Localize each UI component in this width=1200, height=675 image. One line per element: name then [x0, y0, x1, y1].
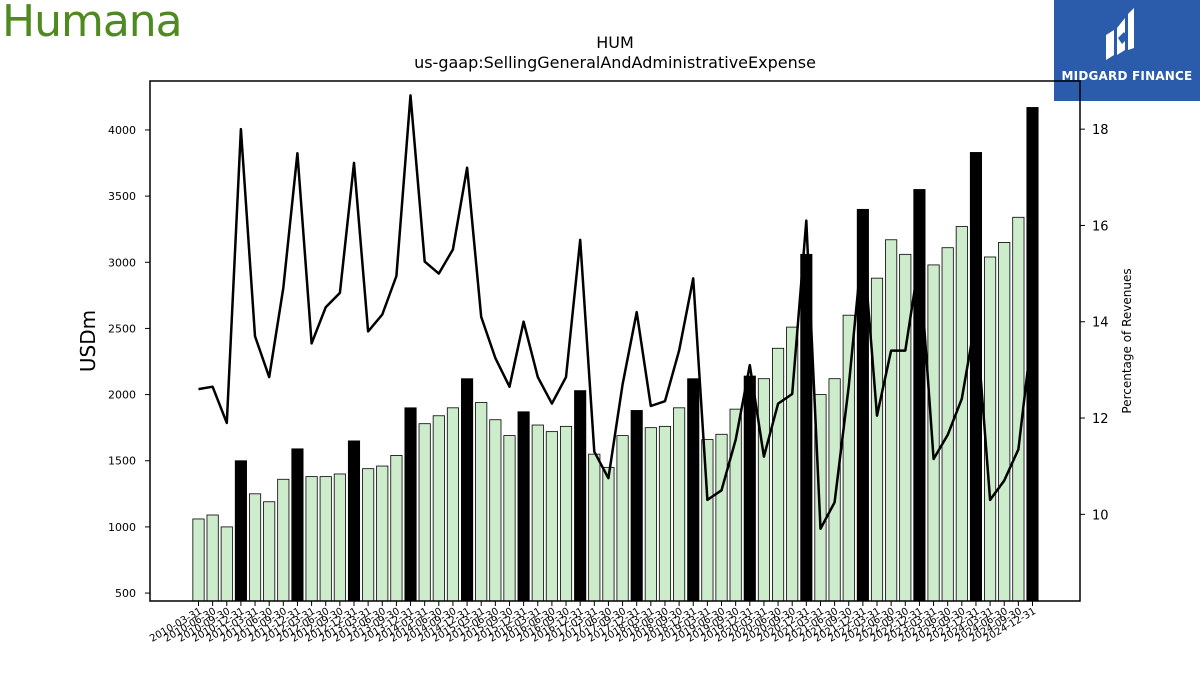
y-tick-label: 2000 [108, 389, 136, 402]
midgard-logo-icon [1106, 8, 1134, 60]
y-tick-label: 3500 [108, 190, 136, 203]
bar-2010-03-31 [192, 518, 205, 602]
bar-2023-09-30 [955, 226, 968, 602]
bar-2015-12-31 [517, 411, 530, 602]
bar-2011-12-31 [291, 448, 304, 602]
y-tick-label: 3000 [108, 256, 136, 269]
bar-2011-09-30 [277, 478, 290, 602]
y2-tick-label: 18 [1092, 123, 1109, 138]
bar-2014-12-31 [461, 378, 474, 602]
bar-2020-09-30 [786, 326, 799, 602]
midgard-finance-badge: MIDGARD FINANCE [1054, 0, 1200, 101]
chart-title: HUM [596, 33, 634, 52]
bar-2011-03-31 [248, 493, 262, 602]
y-tick-label: 500 [115, 587, 136, 600]
bar-2014-03-31 [418, 423, 431, 602]
bar-2017-06-30 [602, 466, 615, 602]
bar-2012-03-31 [305, 476, 318, 602]
bar-2019-06-30 [715, 433, 728, 602]
bar-2013-12-31 [404, 407, 417, 602]
bar-2013-03-31 [362, 468, 375, 602]
y2-tick-label: 14 [1092, 316, 1109, 331]
y2-tick-label: 10 [1092, 508, 1109, 523]
bar-2012-06-30 [319, 476, 332, 602]
bar-2016-09-30 [559, 425, 573, 602]
bar-2010-12-31 [234, 460, 247, 602]
plot-frame [149, 80, 1081, 602]
bar-2012-12-31 [347, 440, 361, 602]
bar-2013-09-30 [390, 455, 403, 602]
y-tick-label: 1500 [108, 455, 136, 468]
bar-2017-03-31 [588, 453, 601, 602]
y2-tick-label: 12 [1092, 412, 1109, 427]
bar-2018-09-30 [673, 407, 686, 602]
bar-2010-09-30 [220, 526, 233, 602]
humana-logo: Humana [2, 0, 183, 47]
bar-2019-03-31 [701, 439, 714, 602]
midgard-finance-label: MIDGARD FINANCE [1061, 69, 1193, 83]
y2-tick-label: 16 [1092, 219, 1109, 234]
bar-2017-09-30 [616, 435, 629, 602]
axes: 500 1000 1500 2000 2500 3000 3500 4000 10 12 14 16 1… [108, 80, 1109, 645]
y-tick-label: 1000 [108, 521, 136, 534]
bar-2015-09-30 [503, 435, 516, 602]
bar-2021-06-30 [828, 378, 841, 602]
bar-2019-12-31 [743, 375, 756, 602]
bar-2020-06-30 [772, 347, 785, 602]
bar-2017-12-31 [630, 410, 643, 602]
bar-2024-06-30 [998, 242, 1011, 602]
bar-series [192, 107, 1039, 602]
y-axis-label: USDm [76, 310, 100, 372]
bar-2022-09-30 [899, 253, 912, 602]
bar-2018-03-31 [644, 427, 657, 602]
bar-2023-03-31 [927, 264, 940, 602]
bar-2010-06-30 [206, 514, 219, 602]
line-series [198, 94, 1034, 531]
bar-2014-06-30 [432, 415, 445, 602]
bar-2015-06-30 [489, 419, 502, 602]
bar-2018-06-30 [658, 425, 672, 602]
percentage-of-revenues-line [198, 94, 1034, 531]
y2-axis-label: Percentage of Revenues [1120, 268, 1134, 413]
bar-2024-03-31 [984, 256, 997, 602]
bar-2014-09-30 [446, 407, 459, 602]
bar-2011-06-30 [263, 501, 276, 602]
bar-2016-03-31 [531, 424, 544, 602]
bar-2016-06-30 [545, 431, 558, 602]
y-tick-label: 2500 [108, 322, 136, 335]
bar-2020-03-31 [757, 378, 770, 602]
y-tick-label: 4000 [108, 124, 136, 137]
chart-subtitle: us-gaap:SellingGeneralAndAdministrativeE… [414, 53, 816, 72]
bar-2022-12-31 [913, 189, 926, 602]
bar-2012-09-30 [333, 473, 346, 602]
bar-2022-06-30 [885, 239, 898, 602]
bar-2022-03-31 [870, 277, 884, 602]
bar-2016-12-31 [574, 390, 587, 602]
bar-2013-06-30 [376, 465, 389, 602]
bar-2015-03-31 [475, 402, 488, 602]
bar-2018-12-31 [687, 378, 700, 602]
bar-2021-12-31 [856, 208, 869, 602]
